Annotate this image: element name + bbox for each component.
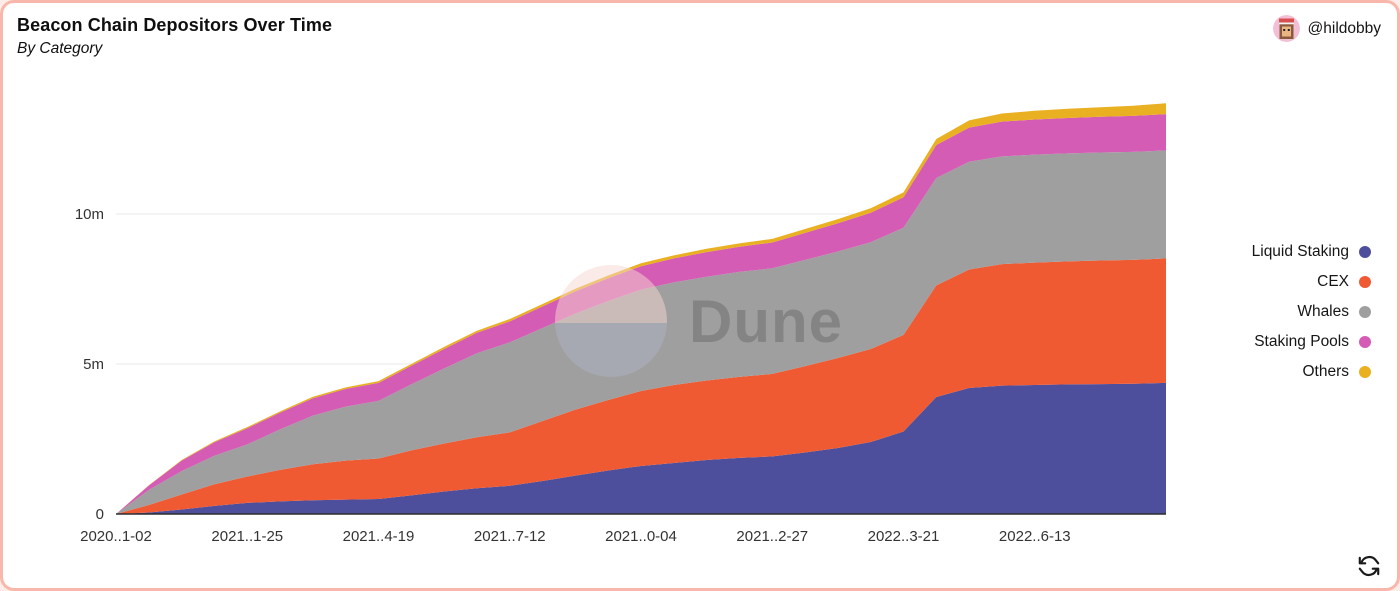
legend-item-whales[interactable]: Whales: [1252, 301, 1371, 322]
legend-dot-staking-pools-icon: [1359, 335, 1371, 348]
y-tick-label: 5m: [83, 356, 104, 373]
legend-label: CEX: [1317, 272, 1349, 290]
chart-subtitle: By Category: [17, 40, 103, 57]
x-tick-label: 2022..3-21: [868, 528, 940, 545]
legend-label: Others: [1302, 362, 1349, 380]
area-staking-pools[interactable]: [116, 114, 1166, 514]
y-tick-label: 0: [96, 506, 104, 523]
refresh-icon: [1358, 555, 1380, 577]
legend-item-staking-pools[interactable]: Staking Pools: [1252, 331, 1371, 352]
x-tick-label: 2020..1-02: [80, 528, 152, 545]
area-cex[interactable]: [116, 258, 1166, 514]
legend-label: Whales: [1297, 302, 1349, 320]
area-liquid-staking[interactable]: [116, 382, 1166, 514]
legend-item-cex[interactable]: CEX: [1252, 271, 1371, 292]
chart-title: Beacon Chain Depositors Over Time: [17, 15, 333, 35]
author-handle[interactable]: @hildobby: [1307, 19, 1381, 37]
y-tick-label: 10m: [75, 206, 104, 223]
legend-label: Staking Pools: [1254, 332, 1349, 350]
legend-item-liquid-staking[interactable]: Liquid Staking: [1252, 241, 1371, 262]
legend-dot-others-icon: [1359, 365, 1371, 378]
legend-dot-cex-icon: [1359, 275, 1371, 288]
legend-label: Liquid Staking: [1251, 242, 1349, 260]
x-tick-label: 2021..1-25: [211, 528, 283, 545]
refresh-button[interactable]: [1354, 551, 1384, 581]
x-tick-label: 2021..4-19: [343, 528, 415, 545]
author[interactable]: @hildobby: [1272, 15, 1381, 42]
legend-dot-liquid-staking-icon: [1359, 245, 1371, 258]
legend-item-others[interactable]: Others: [1252, 361, 1371, 382]
chart-header: Beacon Chain Depositors Over Time By Cat…: [17, 15, 332, 58]
avatar: [1272, 15, 1300, 42]
legend: Liquid Staking CEX Whales Staking Pools …: [1252, 241, 1371, 382]
x-tick-label: 2021..2-27: [736, 528, 808, 545]
x-tick-label: 2021..0-04: [605, 528, 677, 545]
stacked-area-chart[interactable]: 2020..1-02 2021..1-25 2021..4-19 2021..7-12…: [3, 3, 1400, 591]
x-tick-label: 2022..6-13: [999, 528, 1071, 545]
legend-dot-whales-icon: [1359, 305, 1371, 318]
x-tick-label: 2021..7-12: [474, 528, 546, 545]
